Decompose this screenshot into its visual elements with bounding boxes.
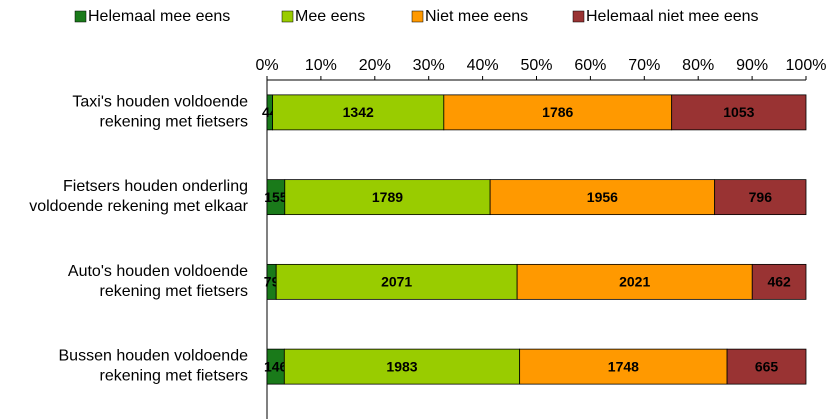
x-tick-label: 10% [305,57,337,74]
legend-swatch [74,10,87,23]
data-label: 1983 [386,358,417,374]
x-tick-label: 20% [359,57,391,74]
data-label: 1748 [608,358,639,374]
x-tick-label: 70% [628,57,660,74]
data-label: 796 [749,189,773,205]
legend-swatch [572,10,585,23]
data-label: 665 [755,358,779,374]
x-tick-label: 100% [786,57,827,74]
data-label: 462 [767,274,791,290]
x-tick-label: 0% [255,57,278,74]
data-label: 155 [264,189,288,205]
x-tick-label: 40% [467,57,499,74]
bar-segment [726,348,807,385]
bar-segment [714,179,807,216]
legend-label: Mee eens [295,8,365,25]
x-tick-label: 80% [682,57,714,74]
data-label: 1789 [372,189,403,205]
data-label: 2071 [381,274,412,290]
bar-segment [671,94,807,131]
x-tick-label: 90% [736,57,768,74]
category-label: Taxi's houden voldoende rekening met fiet… [72,94,248,131]
data-label: 1786 [542,104,573,120]
bar-segment [489,179,716,216]
x-tick-label: 50% [520,57,552,74]
data-label: 1342 [343,104,374,120]
data-label: 2021 [619,274,650,290]
legend-label: Helemaal mee eens [88,8,230,25]
legend-swatch [411,10,424,23]
legend-swatch [281,10,294,23]
bar-segment [272,94,445,131]
x-tick-label: 60% [574,57,606,74]
bar-segment [283,348,521,385]
legend-label: Niet mee eens [425,8,528,25]
data-label: 1053 [723,104,754,120]
bar-segment [275,263,518,300]
data-label: 1956 [587,189,618,205]
data-label: 146 [264,358,288,374]
bar-segment [516,263,753,300]
category-label: Auto's houden voldoende rekening met fiet… [68,263,248,300]
category-label: Bussen houden voldoende rekening met fiet… [59,348,249,385]
bar-segment [443,94,673,131]
bar-segment [751,263,807,300]
bar-segment [284,179,491,216]
x-tick-label: 30% [413,57,445,74]
data-label: 79 [264,274,280,290]
bar-segment [519,348,728,385]
legend-label: Helemaal niet mee eens [586,8,759,25]
category-label: Fietsers houden onderling voldoende reken… [29,178,248,215]
